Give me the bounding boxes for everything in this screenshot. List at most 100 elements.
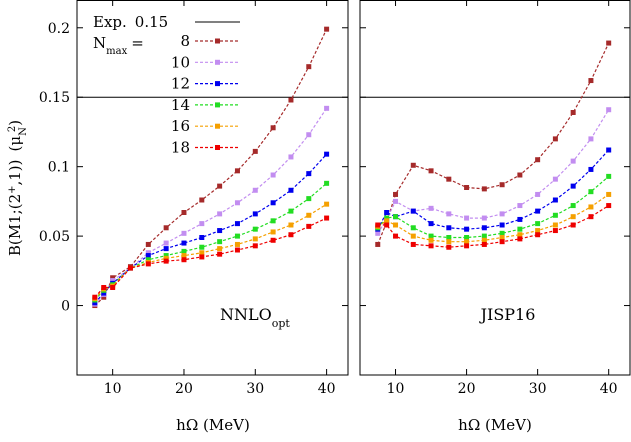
data-point — [552, 212, 558, 218]
data-point — [324, 201, 330, 207]
series-nmax-14 — [92, 180, 330, 303]
series-line — [94, 107, 328, 305]
data-point — [393, 222, 399, 228]
legend-entry-label: 18 — [171, 139, 190, 157]
x-tick-label: 20 — [458, 381, 476, 397]
data-point — [410, 208, 416, 214]
data-point — [481, 237, 487, 243]
right-panel-frame — [359, 0, 631, 376]
data-point — [393, 214, 399, 220]
legend-entry-label: 8 — [180, 32, 190, 50]
data-point — [306, 171, 312, 177]
data-point — [481, 215, 487, 221]
data-point — [570, 110, 576, 115]
data-point — [288, 187, 294, 193]
data-point — [252, 243, 258, 249]
x-tick-label: 20 — [175, 381, 193, 397]
data-point — [384, 210, 390, 215]
data-point — [464, 243, 470, 249]
data-point — [410, 225, 416, 231]
legend-exp-label: Exp. 0.15 — [93, 13, 168, 31]
data-point — [234, 221, 240, 227]
data-point — [384, 222, 390, 228]
left-panel-label: NNLOopt — [220, 305, 290, 330]
data-point — [446, 239, 452, 245]
data-point — [217, 228, 223, 234]
legend-entry-marker — [215, 59, 220, 65]
data-point — [199, 235, 205, 240]
legend-entry-label: 16 — [171, 117, 190, 135]
data-point — [181, 230, 187, 236]
data-point — [393, 233, 399, 239]
data-point — [234, 241, 240, 247]
data-point — [324, 151, 330, 157]
data-point — [145, 257, 151, 263]
data-point — [606, 107, 612, 113]
data-point — [588, 189, 594, 195]
data-point — [464, 185, 470, 190]
data-point — [199, 221, 205, 227]
data-point — [163, 253, 169, 259]
data-point — [324, 26, 330, 32]
series-nmax-18 — [92, 215, 330, 300]
data-point — [270, 200, 276, 206]
data-point — [270, 237, 276, 243]
legend-entry-marker — [215, 102, 220, 108]
data-point — [517, 226, 523, 232]
y-tick-label: 0.15 — [39, 90, 70, 106]
data-point — [606, 173, 612, 179]
data-point — [270, 229, 276, 235]
data-point — [535, 221, 541, 227]
data-point — [552, 136, 558, 142]
data-point — [588, 136, 594, 142]
right-x-axis-label: hΩ (MeV) — [458, 416, 532, 434]
data-point — [606, 203, 612, 209]
data-point — [217, 239, 223, 245]
series-nmax-14 — [375, 173, 612, 240]
data-point — [375, 230, 381, 236]
data-point — [384, 215, 390, 221]
data-point — [288, 208, 294, 214]
data-point — [199, 197, 205, 203]
data-point — [181, 210, 187, 215]
data-point — [517, 236, 523, 242]
data-point — [517, 172, 523, 178]
data-point — [384, 218, 390, 224]
data-point — [552, 197, 558, 203]
data-point — [464, 239, 470, 245]
data-point — [252, 211, 258, 217]
x-tick-label: 10 — [104, 381, 122, 397]
data-point — [499, 239, 505, 245]
data-point — [606, 191, 612, 197]
data-point — [570, 214, 576, 220]
data-point — [428, 233, 434, 239]
data-point — [110, 278, 116, 284]
series-line — [94, 28, 328, 307]
data-point — [324, 180, 330, 186]
x-tick-label: 40 — [600, 381, 618, 397]
data-point — [570, 203, 576, 209]
data-point — [499, 222, 505, 228]
data-point — [163, 258, 169, 264]
data-point — [199, 254, 205, 260]
legend-nmax-heading: Nmax = — [93, 34, 144, 57]
series-line — [94, 182, 327, 301]
data-point — [217, 251, 223, 257]
data-point — [101, 290, 107, 296]
data-point — [481, 241, 487, 247]
data-point — [234, 247, 240, 253]
left-panel-ticks: 10 20 30 40 0 0.05 0.1 0.15 0.2 — [39, 0, 348, 397]
data-point — [199, 250, 205, 256]
data-point — [517, 232, 523, 238]
data-point — [101, 294, 107, 300]
legend-entry-marker — [215, 145, 220, 150]
series-nmax-8 — [92, 26, 330, 309]
x-tick-label: 10 — [387, 381, 405, 397]
data-point — [181, 253, 187, 259]
data-point — [499, 235, 505, 240]
data-point — [446, 211, 452, 217]
data-point — [481, 225, 487, 231]
x-tick-label: 30 — [529, 381, 547, 397]
legend-entry-label: 14 — [171, 96, 190, 114]
